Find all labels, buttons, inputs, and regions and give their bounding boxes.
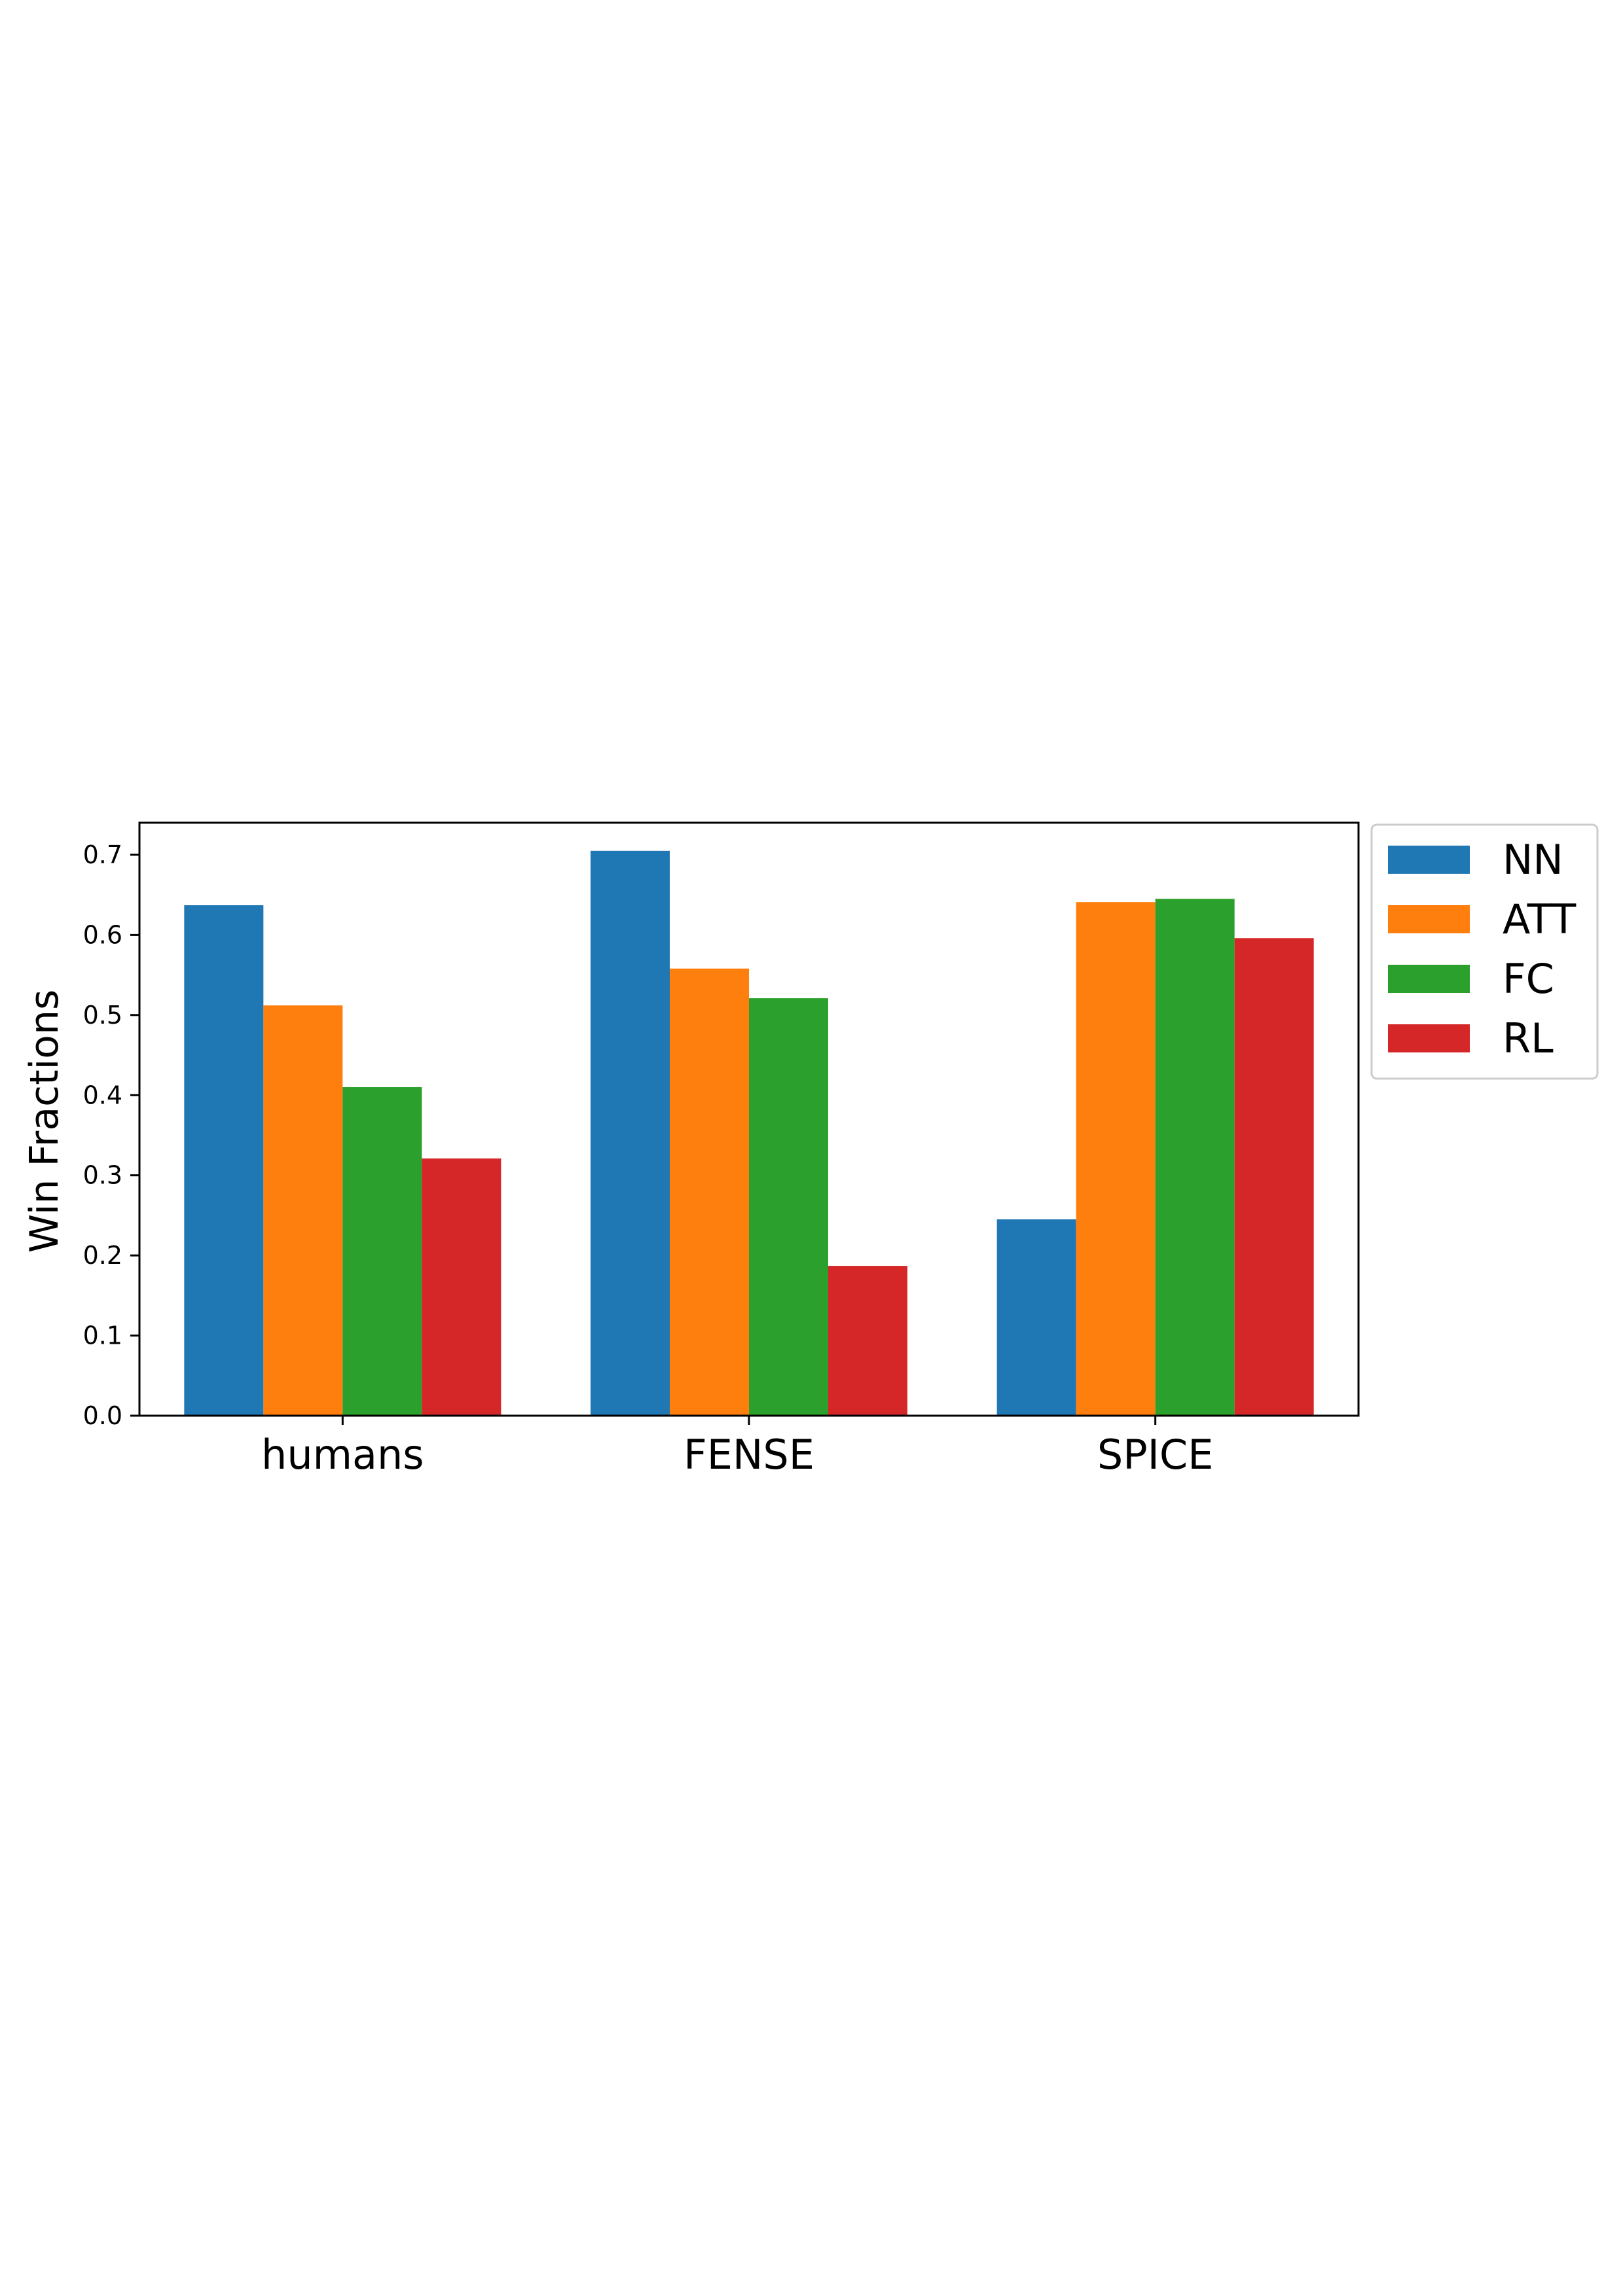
legend-label-fc: FC xyxy=(1503,955,1554,1003)
bar-att-humans xyxy=(263,1005,343,1416)
y-axis-ticks: 0.0 0.1 0.2 0.3 0.4 0.5 0.6 0.7 xyxy=(83,840,139,1430)
legend-label-rl: RL xyxy=(1503,1014,1554,1062)
legend: NN ATT FC RL xyxy=(1370,823,1599,1080)
bar-nn-humans xyxy=(184,905,264,1416)
legend-swatch-fc xyxy=(1388,965,1470,993)
y-tick-label: 0.7 xyxy=(83,840,122,869)
bar-nn-fense xyxy=(591,850,670,1416)
y-tick-label: 0.6 xyxy=(83,920,122,949)
x-tick-label-fense: FENSE xyxy=(684,1431,814,1479)
bar-rl-spice xyxy=(1234,938,1314,1416)
bar-rl-humans xyxy=(422,1158,501,1416)
bar-att-fense xyxy=(670,968,749,1416)
legend-swatch-att xyxy=(1388,905,1470,933)
y-tick-label: 0.2 xyxy=(83,1241,122,1270)
bar-fc-humans xyxy=(342,1087,422,1416)
bar-att-spice xyxy=(1076,902,1156,1416)
y-tick-label: 0.1 xyxy=(83,1321,122,1350)
y-tick-label: 0.4 xyxy=(83,1081,122,1109)
y-axis-label: Win Fractions xyxy=(22,990,67,1253)
legend-box xyxy=(1370,823,1599,1080)
x-axis-ticks: humans FENSE SPICE xyxy=(261,1416,1213,1479)
y-tick-label: 0.0 xyxy=(83,1401,122,1430)
bar-fc-spice xyxy=(1155,899,1235,1416)
bars-group xyxy=(184,850,1314,1416)
legend-label-att: ATT xyxy=(1503,895,1577,943)
legend-label-nn: NN xyxy=(1503,836,1563,884)
bar-nn-spice xyxy=(996,1219,1076,1416)
legend-swatch-nn xyxy=(1388,846,1470,874)
bar-fc-fense xyxy=(749,998,828,1416)
y-tick-label: 0.5 xyxy=(83,1001,122,1030)
bar-rl-fense xyxy=(828,1266,907,1416)
legend-swatch-rl xyxy=(1388,1024,1470,1052)
x-tick-label-spice: SPICE xyxy=(1097,1431,1214,1479)
x-tick-label-humans: humans xyxy=(261,1431,424,1479)
y-tick-label: 0.3 xyxy=(83,1161,122,1190)
